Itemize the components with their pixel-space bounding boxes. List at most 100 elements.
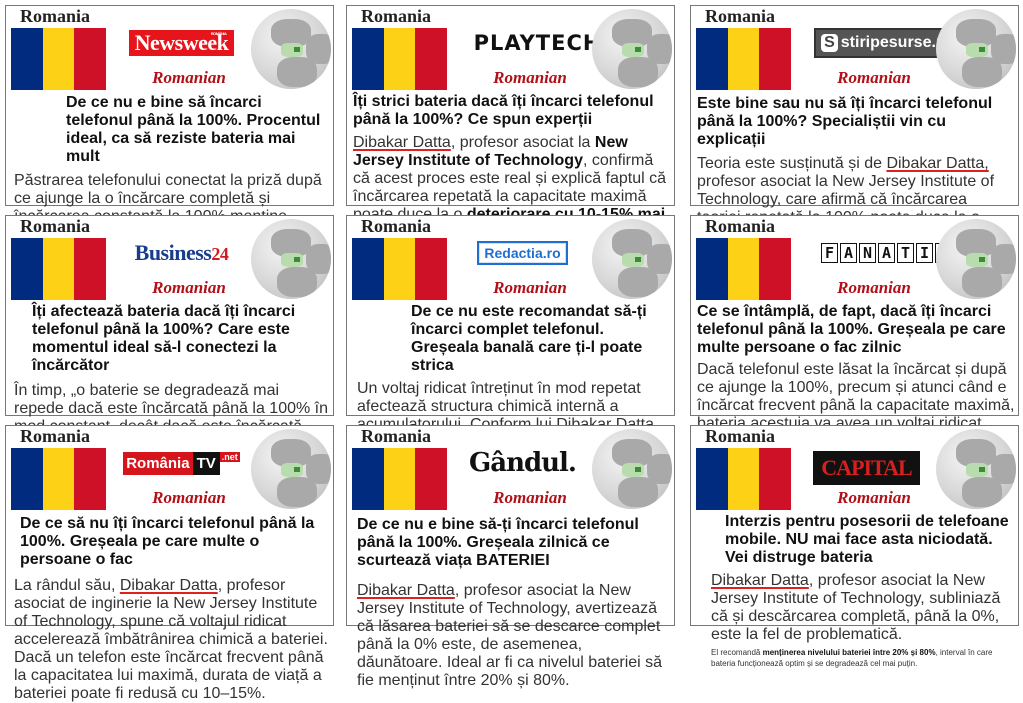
publication-logo: CAPITAL — [799, 446, 934, 485]
fanatik-letter-box: A — [878, 243, 895, 263]
romania-flag — [352, 448, 448, 510]
article-content: De ce nu e bine să-ți încarci telefonul … — [357, 516, 669, 690]
romania-flag — [696, 28, 792, 90]
redactia-logo: Redactia.ro — [477, 241, 568, 265]
country-label: Romania — [20, 216, 91, 236]
fanatik-letter-box: T — [897, 243, 914, 263]
text-segment: menținerea nivelului bateriei între 20% … — [762, 648, 936, 657]
fanatik-letter-box: A — [840, 243, 857, 263]
article-content: De ce să nu îți încarci telefonul până l… — [14, 515, 328, 703]
gandul-logo: Gândul. — [469, 448, 577, 478]
publication-logo: Gândul. — [455, 446, 590, 480]
article-panel-romaniatv: Romania România TV .net Romanian De ce să … — [5, 425, 334, 702]
text-segment: , confirmă că acest proces este real și … — [353, 152, 667, 223]
capital-logo: CAPITAL — [813, 451, 920, 485]
article-headline: Este bine sau nu să îți încarci telefonu… — [697, 95, 993, 148]
article-headline: Interzis pentru posesorii de telefoane m… — [725, 513, 1009, 566]
article-panel-gandul: Romania Gândul. Romanian De ce nu e bine… — [346, 425, 675, 689]
article-headline: Îți strici bateria dacă îți încarci tele… — [353, 93, 654, 128]
globe-romania-locator-icon — [251, 9, 331, 89]
article-headline: Îți afectează bateria dacă îți încarci t… — [32, 303, 296, 374]
country-label: Romania — [20, 6, 91, 26]
newsweek-logo: Newsweek ROMÂNIA — [128, 30, 235, 56]
romania-flag — [696, 448, 792, 510]
article-content: Interzis pentru posesorii de telefoane m… — [711, 513, 1009, 669]
country-label: Romania — [705, 426, 776, 446]
publication-logo: Newsweek ROMÂNIA — [114, 26, 249, 60]
globe-romania-locator-icon — [251, 429, 331, 509]
globe-romania-locator-icon — [592, 9, 672, 89]
fanatik-logo: FANATIK — [821, 243, 952, 263]
language-label: Romanian — [152, 488, 226, 507]
publication-logo: România TV .net — [114, 446, 249, 480]
romania-flag — [11, 448, 107, 510]
romania-flag — [11, 28, 107, 90]
publication-logo: Redactia.ro — [455, 236, 590, 270]
globe-romania-locator-icon — [251, 219, 331, 299]
country-label: Romania — [20, 426, 91, 446]
globe-romania-locator-icon — [936, 9, 1016, 89]
globe-romania-locator-icon — [936, 429, 1016, 509]
article-collage: Romania Newsweek ROMÂNIA Romanian De ce n… — [5, 5, 1019, 702]
romania-flag — [11, 238, 107, 300]
country-label: Romania — [705, 6, 776, 26]
language-label: Romanian — [837, 68, 911, 87]
expert-name-highlight: Dibakar Datta — [357, 582, 455, 599]
article-headline: Ce se întâmplă, de fapt, dacă îți încarc… — [697, 303, 1006, 356]
romaniatv-logo: România TV .net — [123, 451, 240, 475]
article-panel-fanatik: Romania FANATIK Romanian Ce se întâmplă,… — [690, 215, 1019, 522]
article-panel-capital: Romania CAPITAL Romanian Interzis pentru… — [690, 425, 1019, 668]
article-panel-playtech: Romania PLAYTECH Romanian Îți strici bat… — [346, 5, 675, 277]
fanatik-letter-box: I — [916, 243, 933, 263]
expert-name-highlight: Dibakar Datta — [353, 134, 451, 151]
globe-romania-locator-icon — [592, 219, 672, 299]
text-segment: La rândul său, — [14, 577, 120, 594]
expert-name-highlight: Dibakar Datta — [119, 577, 218, 594]
playtech-logo: PLAYTECH — [473, 31, 602, 55]
language-label: Romanian — [493, 278, 567, 297]
article-panel-business24: Romania Business24 Romanian Îți afecteaz… — [5, 215, 334, 597]
language-label: Romanian — [837, 488, 911, 507]
text-segment: Teoria este susținută și de — [697, 155, 887, 172]
text-segment: , profesor asociat la New Jersey Institu… — [711, 572, 1001, 643]
article-excerpt: La rândul său, Dibakar Datta, profesor a… — [14, 577, 328, 703]
language-label: Romanian — [837, 278, 911, 297]
business24-logo: Business24 — [134, 240, 229, 265]
text-segment: , profesor asociat de inginerie la New J… — [14, 577, 328, 702]
country-label: Romania — [361, 216, 432, 236]
fanatik-letter-box: F — [821, 243, 838, 263]
language-label: Romanian — [493, 488, 567, 507]
expert-name-highlight: Dibakar Datta — [711, 572, 809, 589]
language-label: Romanian — [493, 68, 567, 87]
romania-flag — [352, 28, 448, 90]
publication-logo: FANATIK — [799, 236, 952, 270]
article-excerpt: Dibakar Datta, profesor asociat la New J… — [357, 582, 669, 690]
text-segment: , profesor asociat la — [450, 134, 595, 151]
publication-logo: Business24 — [114, 236, 249, 270]
country-label: Romania — [705, 216, 776, 236]
country-label: Romania — [361, 6, 432, 26]
romania-flag — [352, 238, 448, 300]
country-label: Romania — [361, 426, 432, 446]
article-headline: De ce nu e bine să-ți încarci telefonul … — [357, 516, 639, 569]
article-headline: De ce nu e bine să încarci telefonul pân… — [66, 94, 321, 165]
text-segment: El recomandă — [711, 648, 763, 657]
text-segment: New Jersey Institute of Technology — [353, 134, 628, 169]
article-headline: De ce nu este recomandat să-ți încarci c… — [411, 303, 647, 374]
fanatik-letter-box: N — [859, 243, 876, 263]
s-icon: S — [821, 34, 838, 52]
globe-romania-locator-icon — [592, 429, 672, 509]
globe-romania-locator-icon — [936, 219, 1016, 299]
publication-logo: PLAYTECH — [455, 26, 601, 60]
expert-name-highlight: Dibakar Datta, — [886, 155, 989, 172]
article-panel-redactia: Romania Redactia.ro Romanian De ce nu es… — [346, 215, 675, 523]
article-panel-newsweek: Romania Newsweek ROMÂNIA Romanian De ce n… — [5, 5, 334, 315]
language-label: Romanian — [152, 68, 226, 87]
article-headline: De ce să nu îți încarci telefonul până l… — [20, 515, 315, 568]
article-excerpt-2: El recomandă menținerea nivelului bateri… — [711, 647, 1009, 669]
language-label: Romanian — [152, 278, 226, 297]
romania-flag — [696, 238, 792, 300]
